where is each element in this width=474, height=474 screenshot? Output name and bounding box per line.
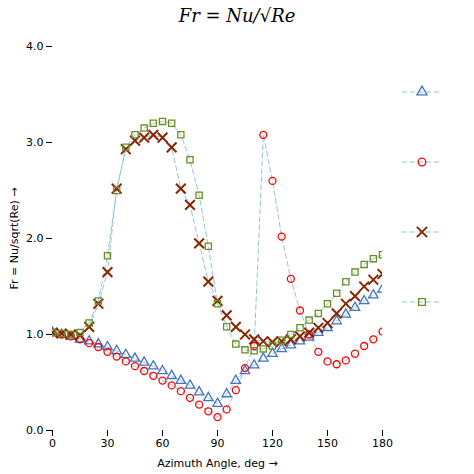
svg-text:120: 120 <box>262 437 283 450</box>
html-text:Fr = Nu/√Re: Fr = Nu/√Re <box>178 5 296 26</box>
svg-text:Fr = Nu/sqrt(Re) →: Fr = Nu/sqrt(Re) → <box>8 188 21 290</box>
svg-text:2.0: 2.0 <box>26 232 44 245</box>
svg-text:150: 150 <box>317 437 338 450</box>
svg-text:60: 60 <box>156 437 170 450</box>
svg-text:4.0: 4.0 <box>26 40 44 53</box>
svg-text:30: 30 <box>101 437 115 450</box>
svg-text:0: 0 <box>49 437 56 450</box>
svg-text:90: 90 <box>211 437 225 450</box>
svg-text:Azimuth Angle, deg →: Azimuth Angle, deg → <box>157 457 278 470</box>
svg-text:0.0: 0.0 <box>26 424 44 437</box>
svg-text:1.0: 1.0 <box>26 328 44 341</box>
svg-text:180: 180 <box>372 437 393 450</box>
svg-text:3.0: 3.0 <box>26 136 44 149</box>
